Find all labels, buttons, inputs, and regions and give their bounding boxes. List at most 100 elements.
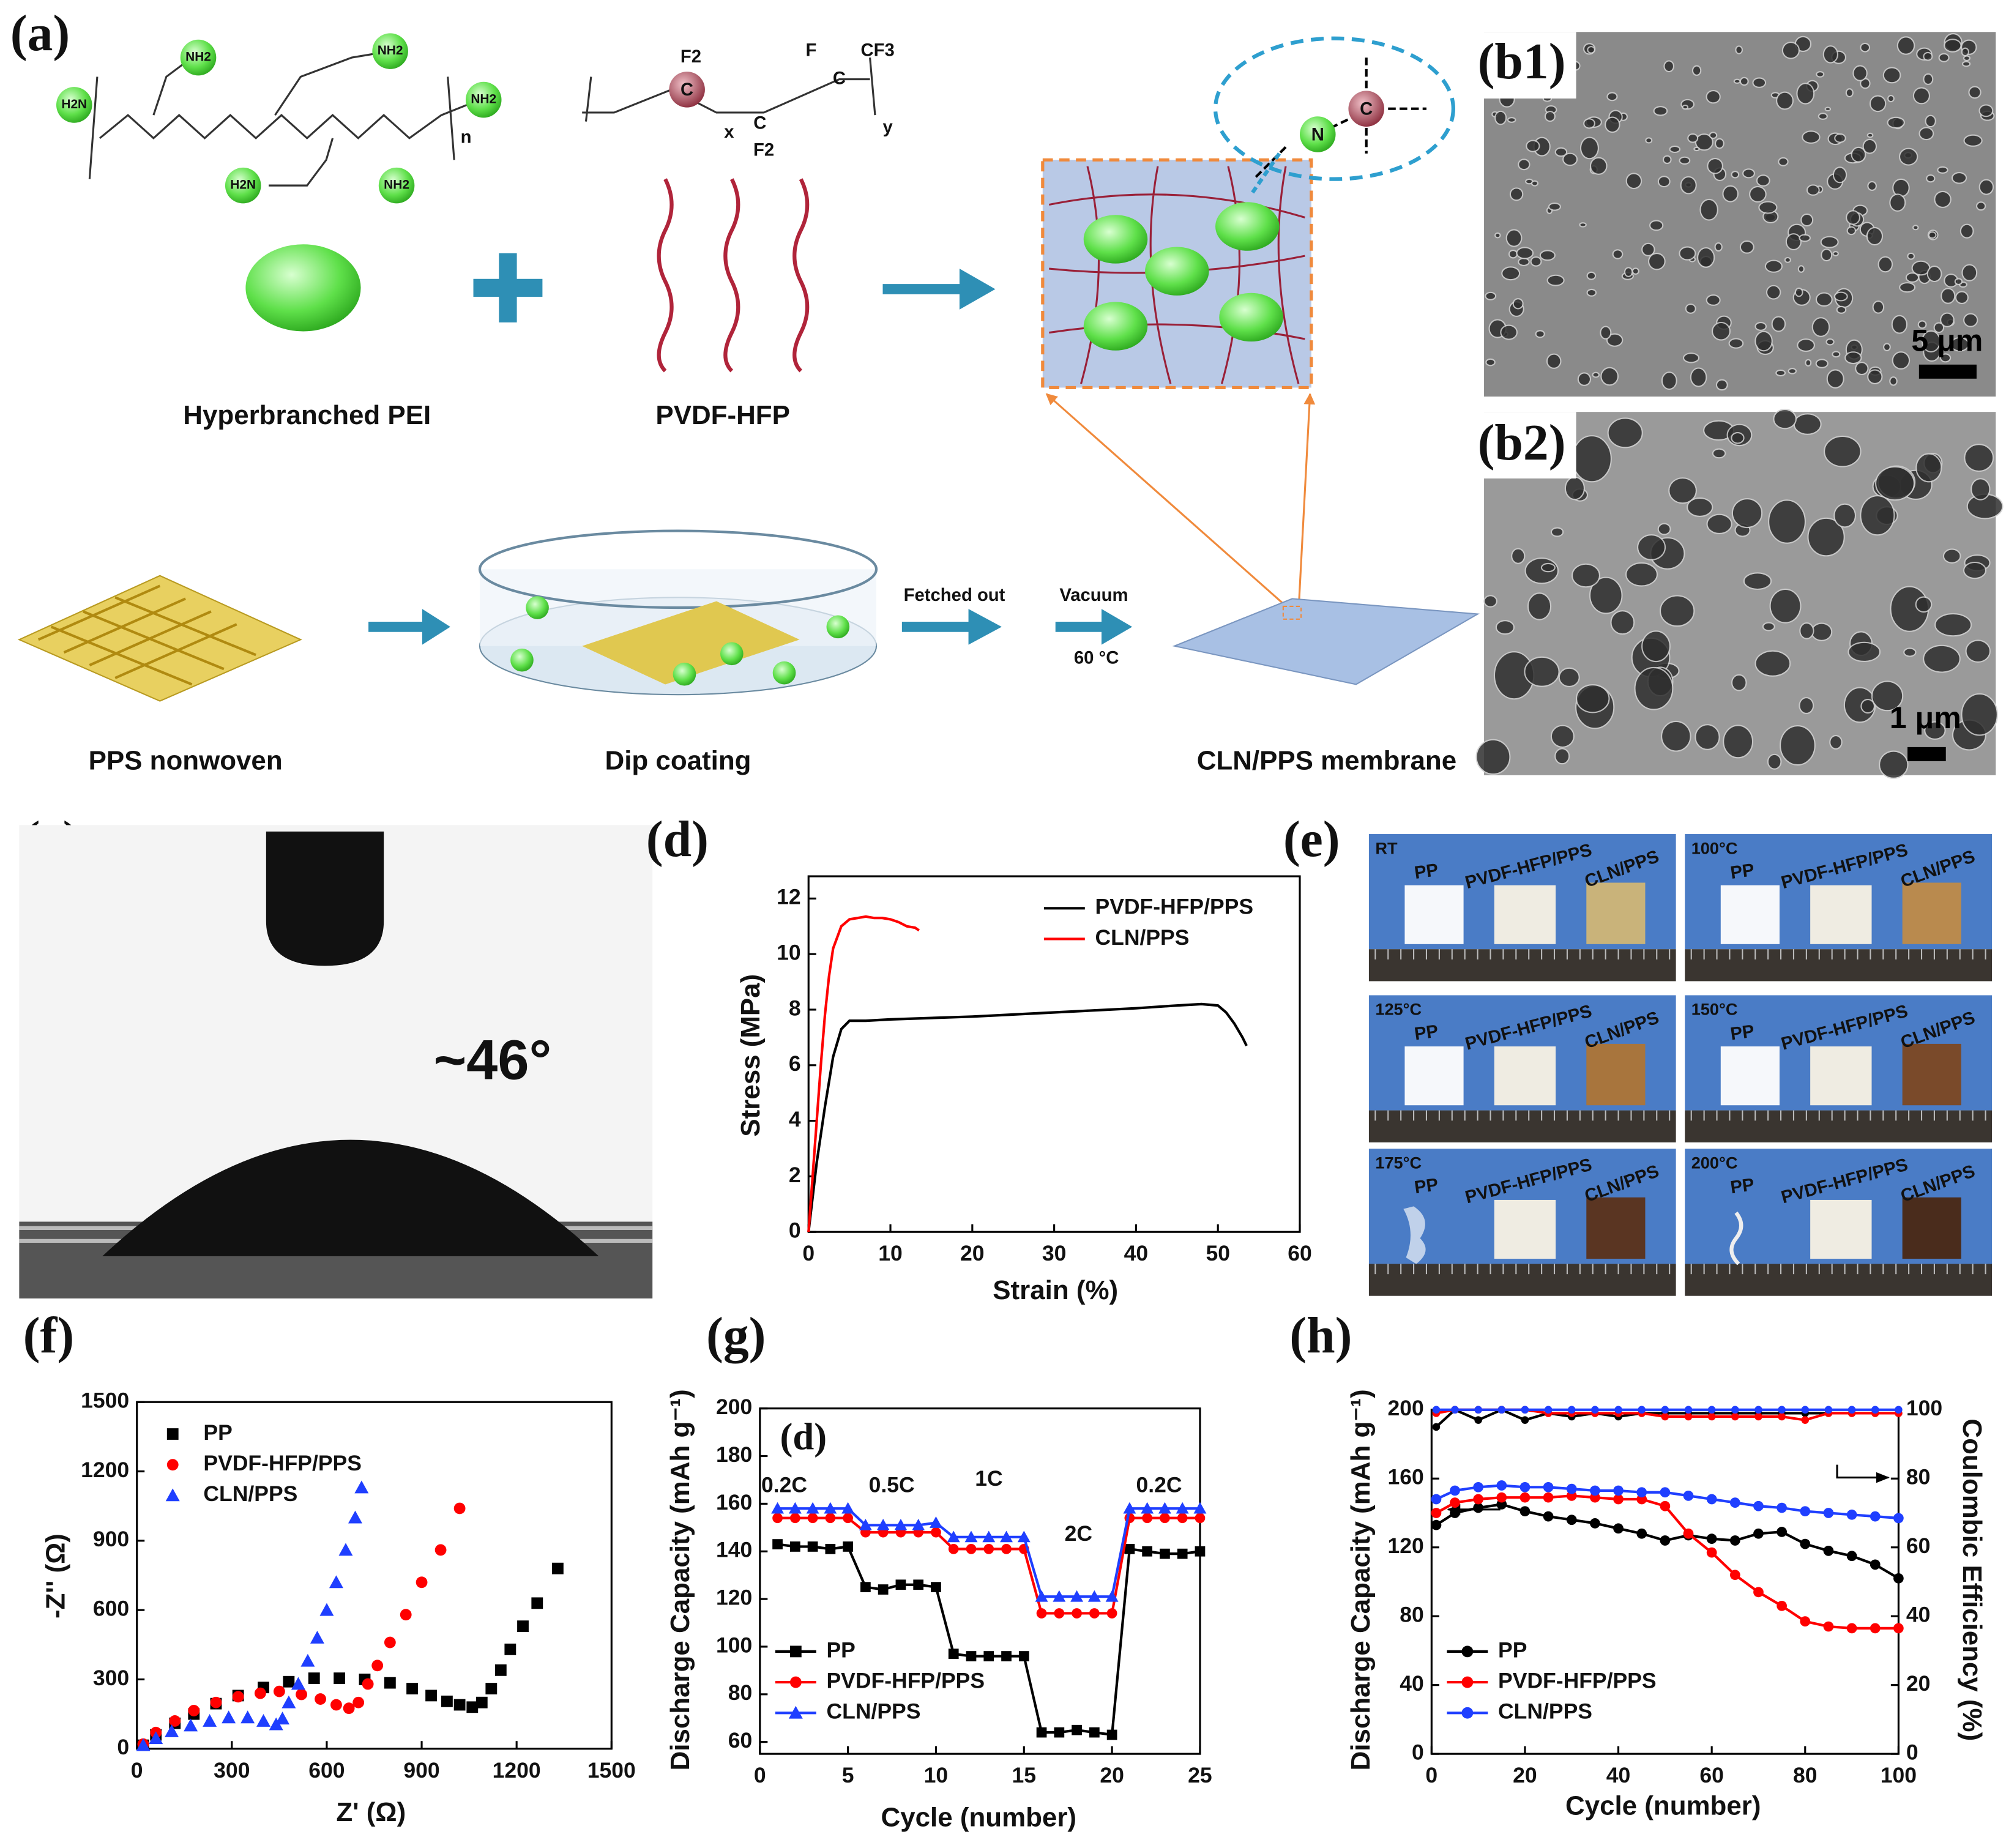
marker: [188, 1705, 200, 1716]
panel-label: (h): [1289, 1307, 1352, 1364]
marker: [1800, 1616, 1811, 1626]
marker: [283, 1675, 295, 1688]
axis-arrow: [1836, 1464, 1890, 1483]
sessile-drop: [102, 1139, 599, 1256]
pore: [1872, 300, 1885, 314]
scale-bar: [1907, 747, 1946, 761]
pore: [1860, 42, 1871, 53]
marker: [352, 1696, 365, 1708]
plus-sign: [473, 253, 543, 322]
pore: [1844, 351, 1862, 365]
marker: [1707, 1406, 1716, 1414]
pore: [1540, 562, 1556, 573]
ruler: [1368, 1264, 1676, 1296]
marker: [1684, 1412, 1693, 1421]
marker: [948, 1649, 959, 1660]
pore: [1548, 203, 1561, 211]
marker: [362, 1678, 374, 1690]
pore: [1571, 563, 1600, 588]
marker: [1801, 1416, 1810, 1424]
pore: [1657, 176, 1671, 188]
marker: [1450, 1497, 1460, 1508]
marker: [1474, 1416, 1482, 1424]
pore: [1867, 369, 1883, 385]
pore: [1883, 343, 1891, 352]
pore: [1915, 453, 1942, 483]
pore: [1550, 527, 1564, 537]
condition-label: 125°C: [1375, 1000, 1422, 1019]
pore: [1743, 572, 1772, 591]
pore: [1712, 321, 1731, 341]
marker: [210, 1696, 222, 1708]
marker: [841, 1502, 855, 1514]
marker: [1036, 1727, 1047, 1738]
annotation: 2C: [1065, 1521, 1092, 1546]
pore: [1606, 92, 1618, 102]
legend-label: PP: [827, 1637, 856, 1662]
pore: [1799, 622, 1814, 639]
legend-label: PP: [1498, 1637, 1527, 1662]
marker: [1432, 1406, 1441, 1414]
marker: [1473, 1494, 1483, 1505]
marker: [1753, 1587, 1764, 1598]
pointer: [1249, 152, 1281, 196]
pore: [1715, 379, 1728, 391]
pore: [1764, 259, 1783, 273]
sample-label: PP: [1729, 1175, 1756, 1198]
pore: [1663, 60, 1675, 73]
panel-label: (g): [706, 1307, 766, 1364]
sample-label: PP: [1413, 860, 1439, 883]
pore: [1494, 110, 1507, 125]
x-tick-label: 600: [308, 1758, 345, 1783]
carbon-sphere: [669, 72, 705, 108]
needle-drop: [266, 831, 384, 966]
x-axis-label: Cycle (number): [881, 1802, 1076, 1832]
marker: [1087, 1590, 1101, 1602]
atom-label: C: [833, 69, 846, 88]
scale-label: 1 μm: [1890, 701, 1961, 735]
pei-groups: NH2 NH2 H2N NH2 H2N NH2 n: [56, 33, 502, 204]
label-box: [1471, 412, 1576, 479]
panel-label: (e): [1283, 811, 1340, 868]
marker: [771, 1502, 785, 1514]
marker: [1707, 1412, 1716, 1421]
amine-sphere: [465, 81, 502, 118]
y-axis-label: Discharge Capacity (mAh g⁻¹): [665, 1389, 695, 1770]
sample-pvdf: [1494, 1199, 1556, 1259]
y-tick-label: 200: [1388, 1396, 1424, 1420]
pore: [1820, 236, 1839, 248]
y2-tick-label: 60: [1906, 1533, 1931, 1558]
pore: [1961, 61, 1971, 67]
x-tick-label: 60: [1699, 1763, 1724, 1787]
marker: [149, 1731, 163, 1745]
marker: [300, 1653, 315, 1667]
marker: [1729, 1497, 1740, 1508]
pore: [1600, 326, 1612, 340]
atom-label: C: [753, 114, 766, 133]
pore: [1546, 353, 1562, 369]
marker: [1754, 1406, 1762, 1414]
pore: [1940, 312, 1955, 327]
marker: [1636, 1487, 1647, 1498]
marker: [843, 1513, 853, 1524]
pore: [1509, 187, 1524, 201]
x-tick-label: 0: [802, 1241, 815, 1265]
marker: [319, 1603, 334, 1616]
group-label: H2N: [230, 178, 256, 192]
legend-label: CLN/PPS: [203, 1481, 297, 1506]
y2-tick-label: 80: [1906, 1465, 1931, 1489]
sem-image: [1484, 32, 1996, 397]
pore: [1797, 338, 1815, 352]
marker: [1431, 1519, 1442, 1530]
pore: [1697, 247, 1715, 268]
marker: [1432, 1423, 1441, 1431]
y-tick-label: 4: [789, 1107, 801, 1131]
legend-label: PVDF-HFP/PPS: [1095, 895, 1254, 919]
marker: [806, 1502, 819, 1514]
pore: [1860, 698, 1876, 714]
chart: 0 10 20 30 40 50 60 0 2 4 6 8 10 12 Strain (%) Stress (…: [736, 875, 1312, 1305]
pore: [1735, 45, 1743, 54]
pore: [1963, 55, 1971, 62]
pore: [1978, 104, 1994, 117]
pore: [1589, 157, 1608, 175]
